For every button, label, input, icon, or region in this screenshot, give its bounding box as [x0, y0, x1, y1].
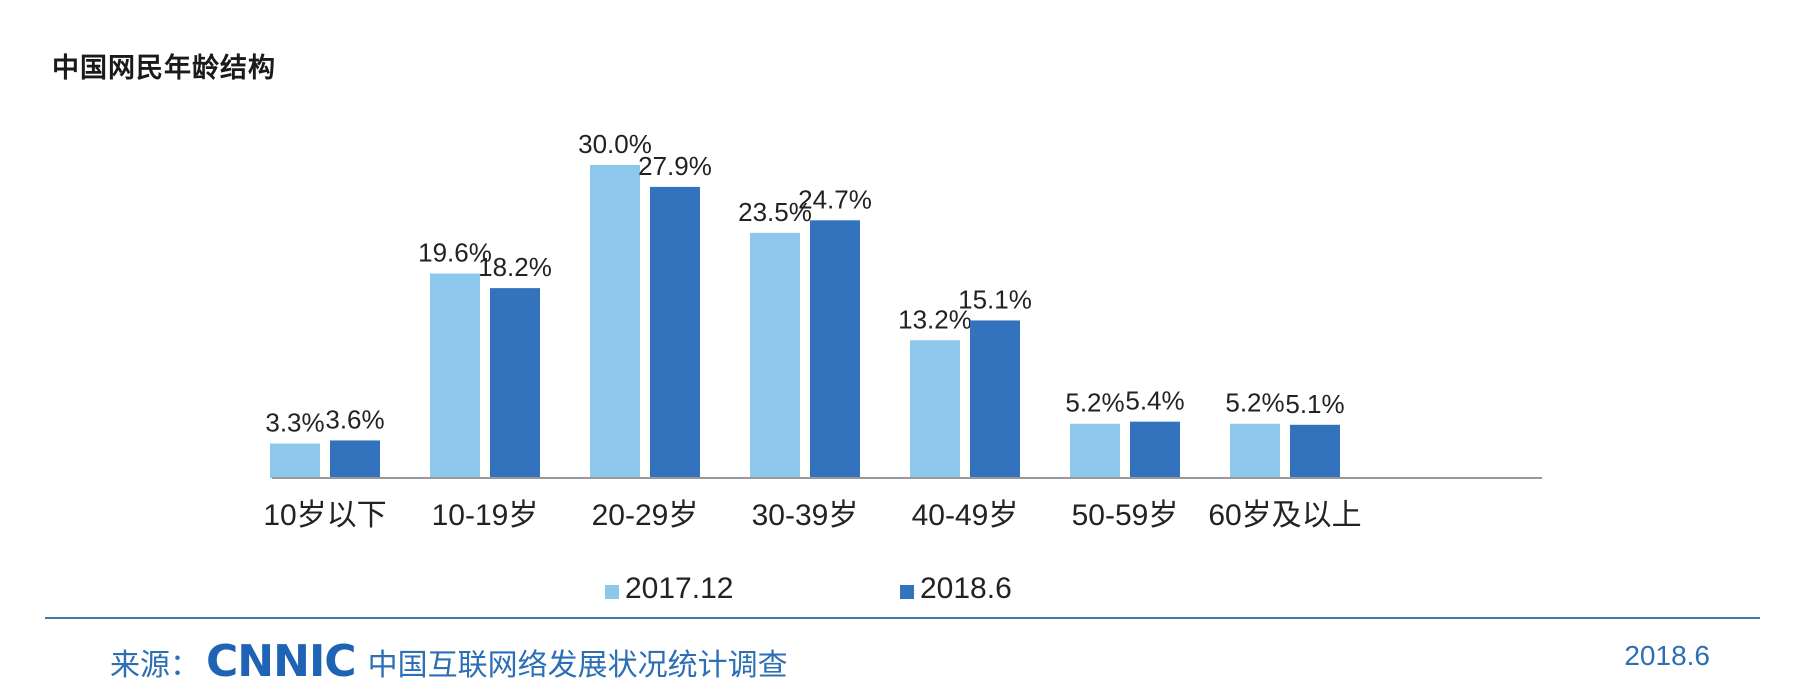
bar-2017.12-10-19岁	[430, 273, 480, 478]
data-label: 15.1%	[958, 284, 1032, 314]
bar-2017.12-30-39岁	[750, 232, 800, 478]
legend-label: 2017.12	[625, 572, 734, 605]
data-label: 5.4%	[1125, 386, 1184, 416]
x-tick-label: 10岁以下	[263, 499, 386, 532]
data-label: 5.1%	[1285, 389, 1344, 419]
bar-2018.6-20-29岁	[650, 186, 700, 478]
legend-label: 2018.6	[920, 572, 1012, 605]
data-label: 5.2%	[1065, 388, 1124, 418]
footer-divider	[45, 617, 1760, 619]
data-label: 19.6%	[418, 238, 492, 268]
data-label: 24.7%	[798, 184, 872, 214]
data-label: 23.5%	[738, 197, 812, 227]
x-tick-label: 50-59岁	[1072, 499, 1179, 532]
data-label: 13.2%	[898, 304, 972, 334]
x-tick-label: 40-49岁	[912, 499, 1019, 532]
source-label: 来源：	[110, 648, 200, 682]
source-line: 来源： CNNIC 中国互联网络发展状况统计调查	[110, 636, 788, 687]
report-date: 2018.6	[1624, 640, 1710, 671]
data-label: 30.0%	[578, 129, 652, 159]
x-tick-label: 20-29岁	[592, 499, 699, 532]
data-label: 18.2%	[478, 252, 552, 282]
bar-2018.6-50-59岁	[1130, 421, 1180, 478]
bar-chart: 3.3% 3.6% 19.6%18.2% 30.0%27.9% 23.5%24.7% 13…	[263, 129, 1542, 532]
bar-2018.6-30-39岁	[810, 220, 860, 478]
legend-item-2017-12: 2017.12	[605, 572, 733, 606]
cnnic-logo: CNNIC	[206, 636, 357, 687]
bar-2017.12-50-59岁	[1070, 423, 1120, 478]
bar-2018.6-40-49岁	[970, 320, 1020, 478]
data-label: 3.6%	[325, 404, 384, 434]
data-label: 5.2%	[1225, 388, 1284, 418]
x-tick-label: 30-39岁	[752, 499, 859, 532]
x-tick-label: 60岁及以上	[1208, 499, 1361, 532]
chart-title: 中国网民年龄结构	[52, 53, 276, 84]
legend-swatch	[900, 585, 914, 599]
legend-swatch	[605, 585, 619, 599]
bar-2018.6-10-19岁	[490, 288, 540, 478]
bar-2017.12-20-29岁	[590, 165, 640, 478]
legend-item-2018-6: 2018.6	[900, 572, 1012, 606]
bar-2017.12-60岁及以上	[1230, 423, 1280, 478]
bar-2017.12-40-49岁	[910, 340, 960, 478]
bar-2018.6-10岁以下	[330, 440, 380, 478]
data-label: 3.3%	[265, 408, 324, 438]
data-label: 27.9%	[638, 151, 712, 181]
x-tick-label: 10-19岁	[432, 499, 539, 532]
bar-2018.6-60岁及以上	[1290, 424, 1340, 478]
survey-name: 中国互联网络发展状况统计调查	[367, 648, 788, 682]
bar-2017.12-10岁以下	[270, 443, 320, 478]
